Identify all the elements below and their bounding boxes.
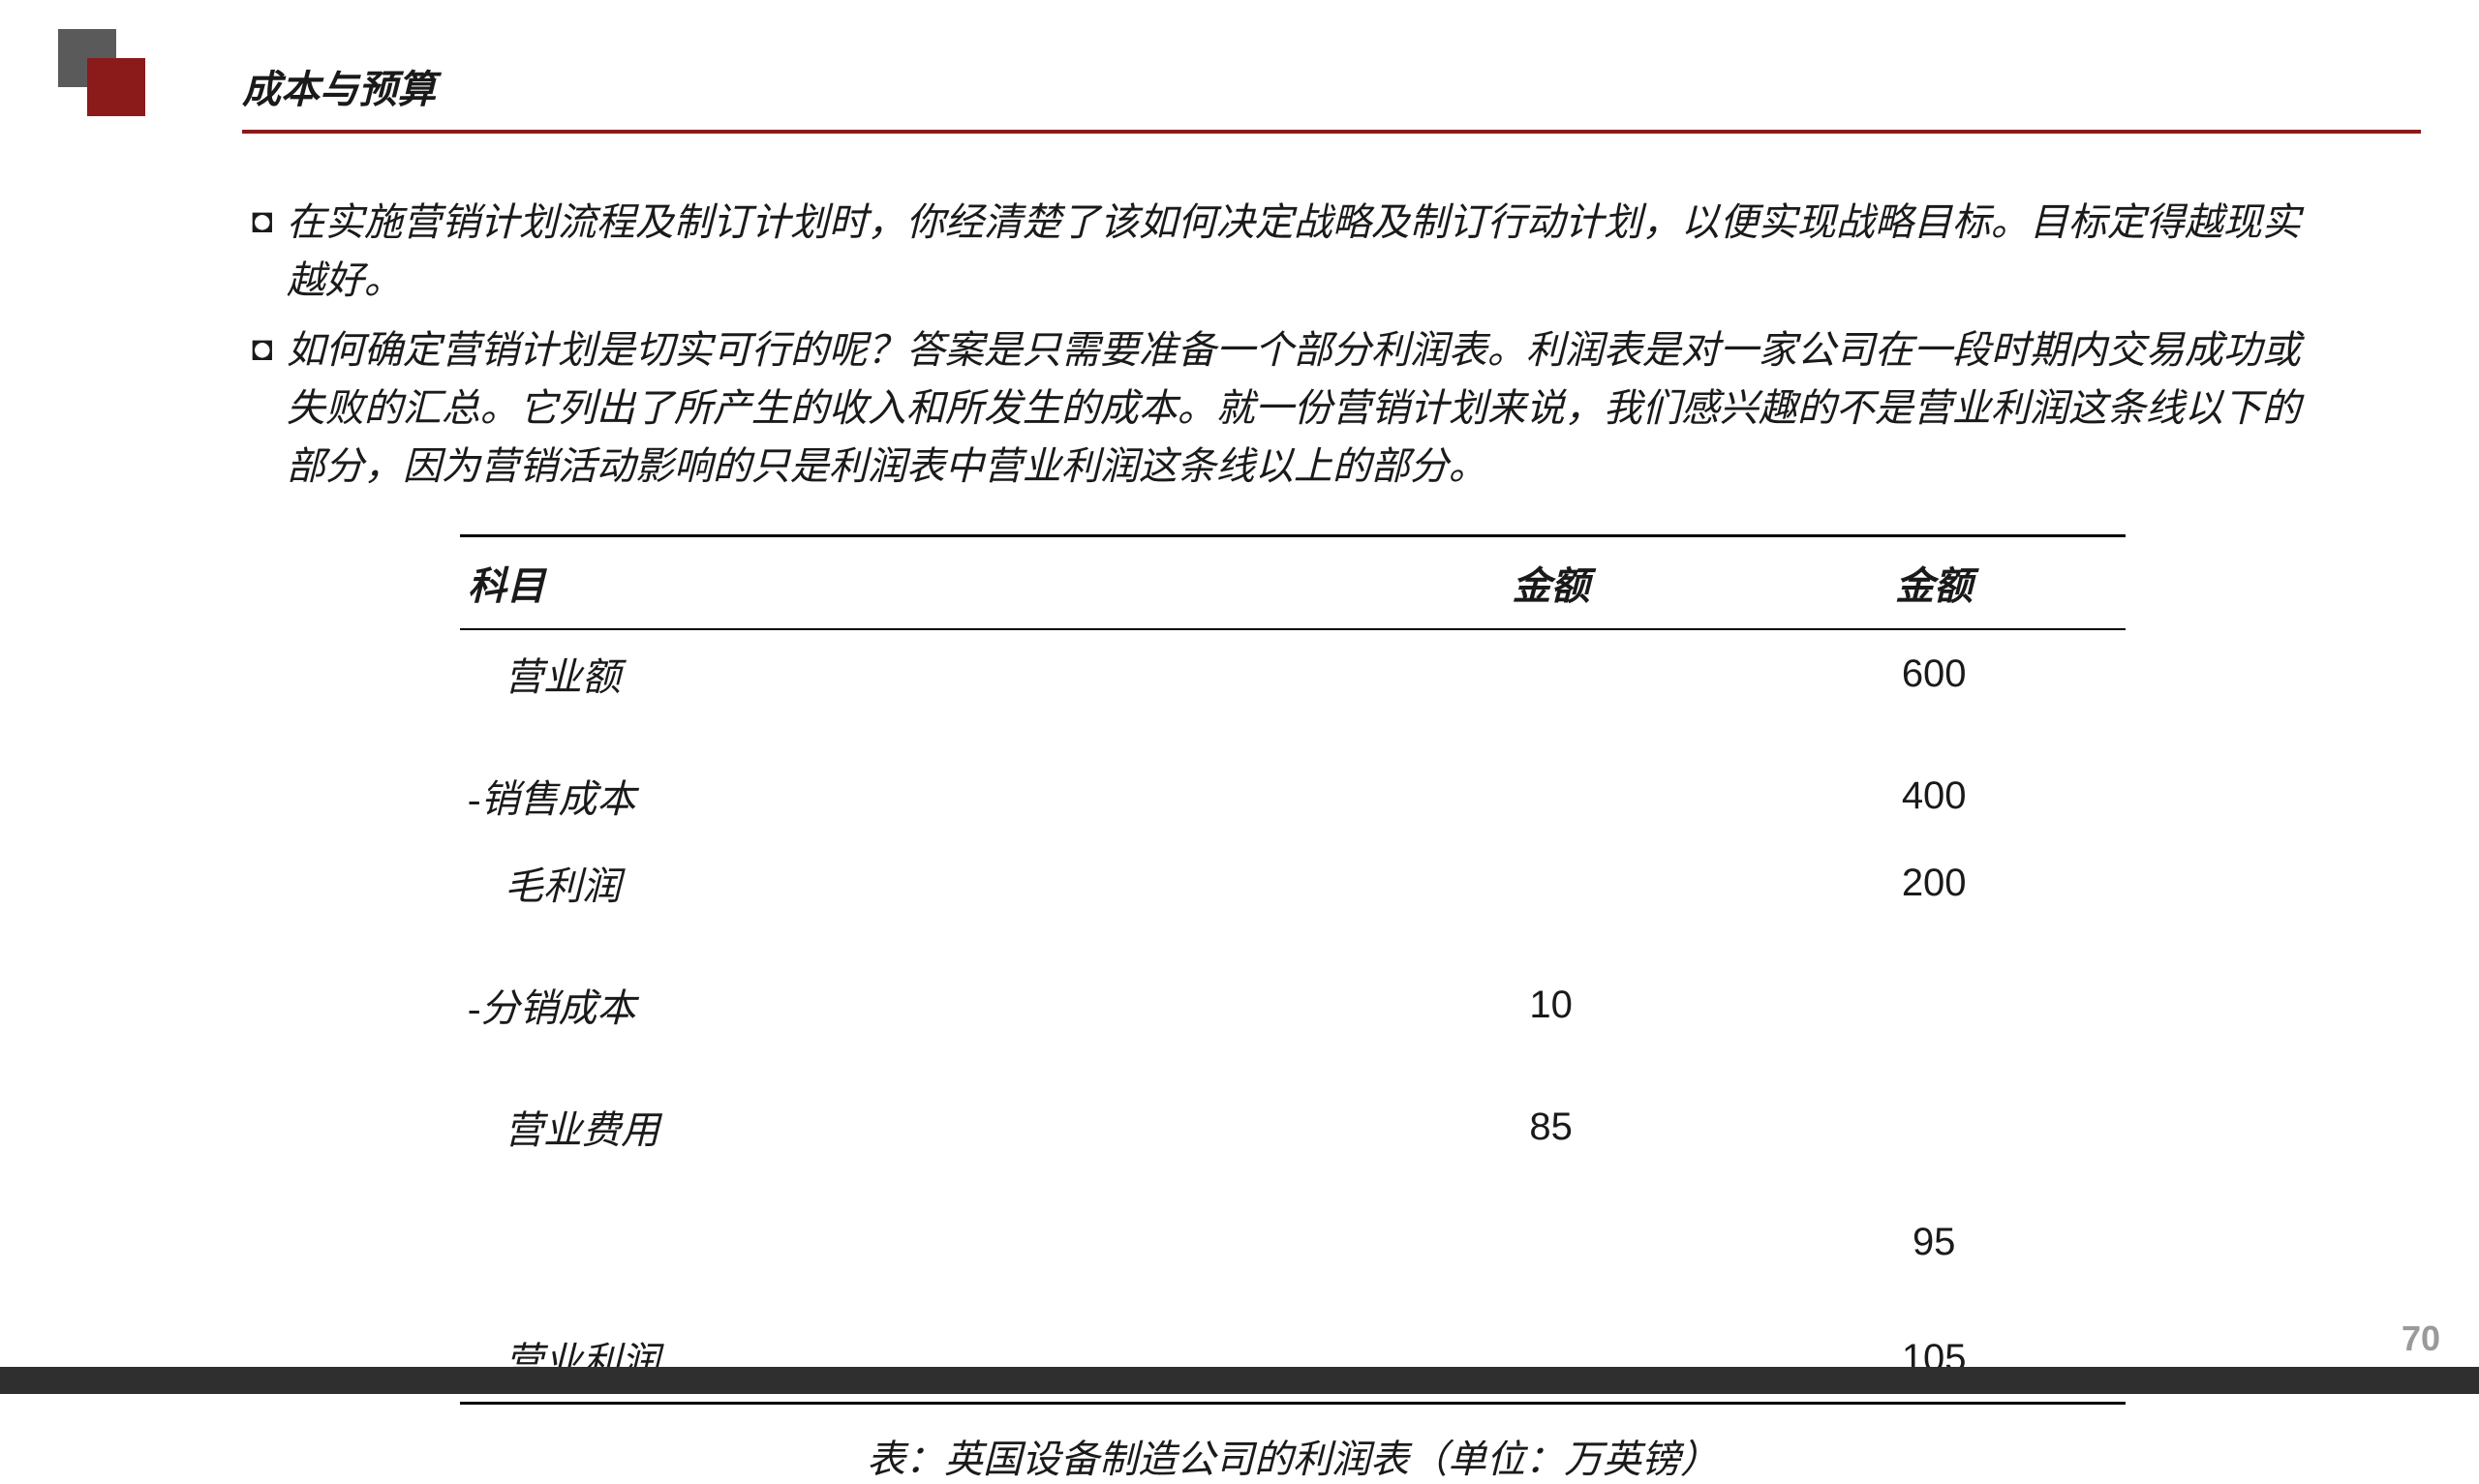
page-number: 70 bbox=[2402, 1318, 2440, 1359]
row-amount1: 10 bbox=[1360, 961, 1743, 1048]
logo-red-square bbox=[87, 58, 145, 116]
col-header-item: 科目 bbox=[460, 536, 1360, 630]
table-row: 营业额 600 bbox=[460, 629, 2126, 717]
row-amount1 bbox=[1360, 752, 1743, 839]
bullet-text: 如何确定营销计划是切实可行的呢？答案是只需要准备一个部分利润表。利润表是对一家公… bbox=[287, 321, 2334, 496]
profit-table: 科目 金额 金额 营业额600-销售成本400毛利润200-分销成本10营业费用… bbox=[460, 534, 2126, 1405]
row-amount1 bbox=[1360, 629, 1743, 717]
row-label bbox=[460, 1205, 1360, 1280]
row-amount1: 85 bbox=[1360, 1083, 1743, 1170]
profit-table-wrap: 科目 金额 金额 营业额600-销售成本400毛利润200-分销成本10营业费用… bbox=[460, 534, 2126, 1484]
table-caption: 表：英国设备制造公司的利润表（单位：万英镑） bbox=[460, 1428, 2126, 1484]
table-row: -销售成本 400 bbox=[460, 752, 2126, 839]
row-amount2: 95 bbox=[1742, 1205, 2126, 1280]
row-label: -销售成本 bbox=[460, 752, 1360, 839]
row-amount2 bbox=[1742, 961, 2126, 1048]
table-row bbox=[460, 1280, 2126, 1315]
title-rule bbox=[242, 130, 2421, 134]
row-amount1 bbox=[1360, 839, 1743, 926]
page-title: 成本与预算 bbox=[242, 58, 436, 114]
row-amount2: 400 bbox=[1742, 752, 2126, 839]
footer-bar bbox=[0, 1367, 2479, 1394]
table-row bbox=[460, 1170, 2126, 1205]
row-label: -分销成本 bbox=[460, 961, 1360, 1048]
row-amount2: 200 bbox=[1742, 839, 2126, 926]
row-label: 营业费用 bbox=[460, 1083, 1360, 1170]
bullet-text: 在实施营销计划流程及制订计划时，你经清楚了该如何决定战略及制订行动计划，以便实现… bbox=[287, 194, 2334, 310]
table-row: 毛利润 200 bbox=[460, 839, 2126, 926]
table-row: 95 bbox=[460, 1205, 2126, 1280]
row-amount1 bbox=[1360, 1205, 1743, 1280]
row-label: 毛利润 bbox=[460, 839, 1360, 926]
table-row: 营业费用85 bbox=[460, 1083, 2126, 1170]
col-header-amount2: 金额 bbox=[1742, 536, 2126, 630]
row-amount2: 600 bbox=[1742, 629, 2126, 717]
bullet-item: ◘ 如何确定营销计划是切实可行的呢？答案是只需要准备一个部分利润表。利润表是对一… bbox=[252, 321, 2334, 496]
bullet-square-icon: ◘ bbox=[252, 321, 273, 496]
table-row: -分销成本10 bbox=[460, 961, 2126, 1048]
col-header-amount1: 金额 bbox=[1360, 536, 1743, 630]
profit-table-body: 营业额600-销售成本400毛利润200-分销成本10营业费用8595营业利润1… bbox=[460, 629, 2126, 1404]
slide: 成本与预算 ◘ 在实施营销计划流程及制订计划时，你经清楚了该如何决定战略及制订行… bbox=[0, 0, 2479, 1394]
table-row bbox=[460, 1048, 2126, 1083]
logo bbox=[58, 29, 145, 116]
bullet-square-icon: ◘ bbox=[252, 194, 273, 310]
table-row bbox=[460, 926, 2126, 961]
content-area: ◘ 在实施营销计划流程及制订计划时，你经清楚了该如何决定战略及制订行动计划，以便… bbox=[252, 194, 2334, 1484]
row-label: 营业额 bbox=[460, 629, 1360, 717]
row-amount2 bbox=[1742, 1083, 2126, 1170]
table-row bbox=[460, 717, 2126, 752]
bullet-item: ◘ 在实施营销计划流程及制订计划时，你经清楚了该如何决定战略及制订行动计划，以便… bbox=[252, 194, 2334, 310]
